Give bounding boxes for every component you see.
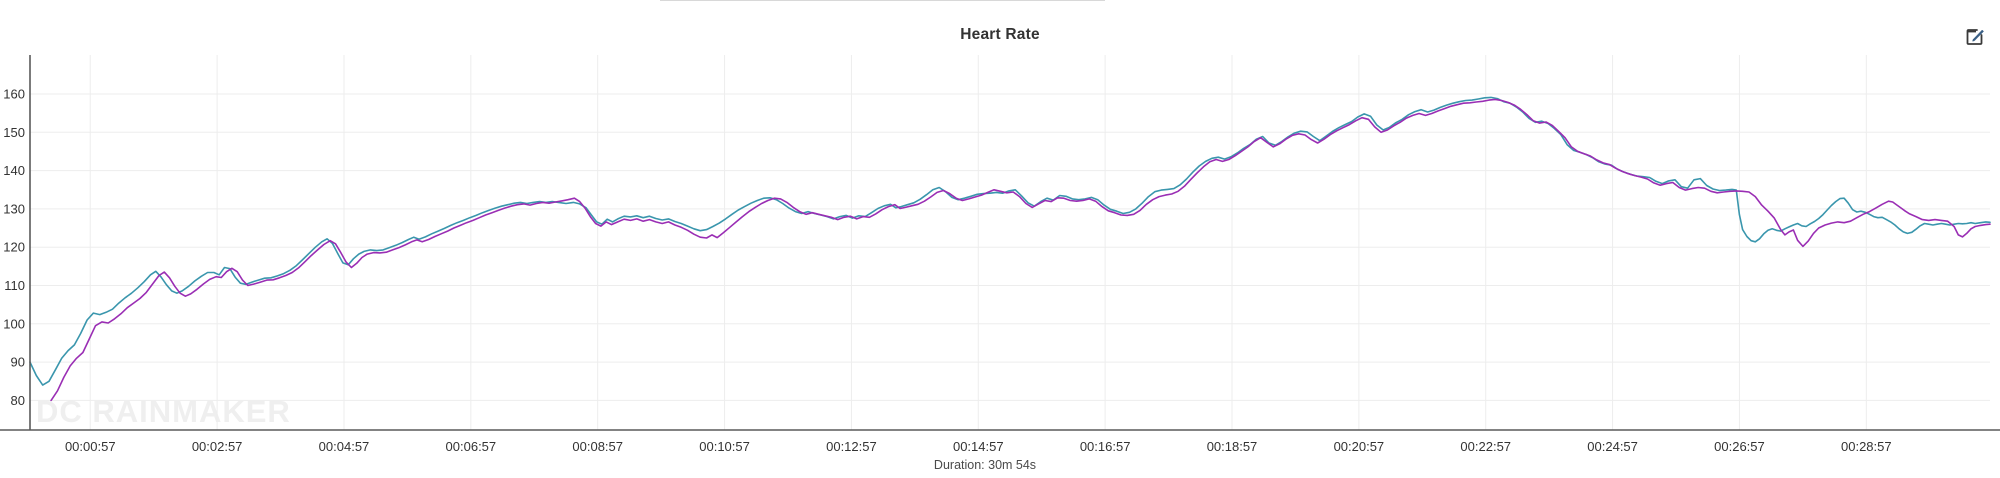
- y-tick-label-90: 90: [11, 355, 25, 370]
- y-tick-label-140: 140: [3, 163, 25, 178]
- edit-chart-button[interactable]: [1964, 26, 1986, 48]
- x-tick-label-9: 00:18:57: [1207, 439, 1258, 454]
- duration-label: Duration: 30m 54s: [933, 458, 1037, 472]
- edit-icon: [1966, 29, 1984, 45]
- top-divider: [660, 0, 1105, 1]
- y-axis-labels: 80 90 100 110 120 130 140 150 160: [3, 87, 25, 408]
- y-tick-label-120: 120: [3, 240, 25, 255]
- y-tick-label-160: 160: [3, 87, 25, 102]
- x-tick-label-2: 00:04:57: [319, 439, 370, 454]
- x-tick-label-1: 00:02:57: [192, 439, 243, 454]
- x-tick-label-4: 00:08:57: [572, 439, 623, 454]
- chart-title: Heart Rate: [960, 26, 1040, 43]
- x-axis-labels: 00:00:57 00:02:57 00:04:57 00:06:57 00:08:57…: [65, 439, 1892, 454]
- y-tick-label-150: 150: [3, 125, 25, 140]
- y-tick-label-100: 100: [3, 316, 25, 331]
- x-tick-label-5: 00:10:57: [699, 439, 750, 454]
- x-tick-label-7: 00:14:57: [953, 439, 1004, 454]
- x-tick-label-11: 00:22:57: [1460, 439, 1511, 454]
- dc-rainmaker-watermark: DC RAINMAKER: [36, 394, 291, 429]
- y-tick-label-80: 80: [11, 393, 25, 408]
- x-tick-label-12: 00:24:57: [1587, 439, 1638, 454]
- heart-rate-sensor-2-line: [50, 98, 1991, 402]
- x-tick-label-6: 00:12:57: [826, 439, 877, 454]
- x-tick-label-10: 00:20:57: [1334, 439, 1385, 454]
- y-tick-label-110: 110: [4, 278, 25, 293]
- x-tick-label-14: 00:28:57: [1841, 439, 1892, 454]
- y-tick-label-130: 130: [3, 201, 25, 216]
- heart-rate-sensor-1-line: [29, 96, 1991, 386]
- x-tick-label-3: 00:06:57: [446, 439, 497, 454]
- x-tick-label-13: 00:26:57: [1714, 439, 1765, 454]
- x-tick-label-0: 00:00:57: [65, 439, 116, 454]
- series-lines: [29, 96, 1991, 402]
- x-tick-label-8: 00:16:57: [1080, 439, 1131, 454]
- gridlines: [30, 55, 1990, 430]
- axes: [0, 55, 2000, 431]
